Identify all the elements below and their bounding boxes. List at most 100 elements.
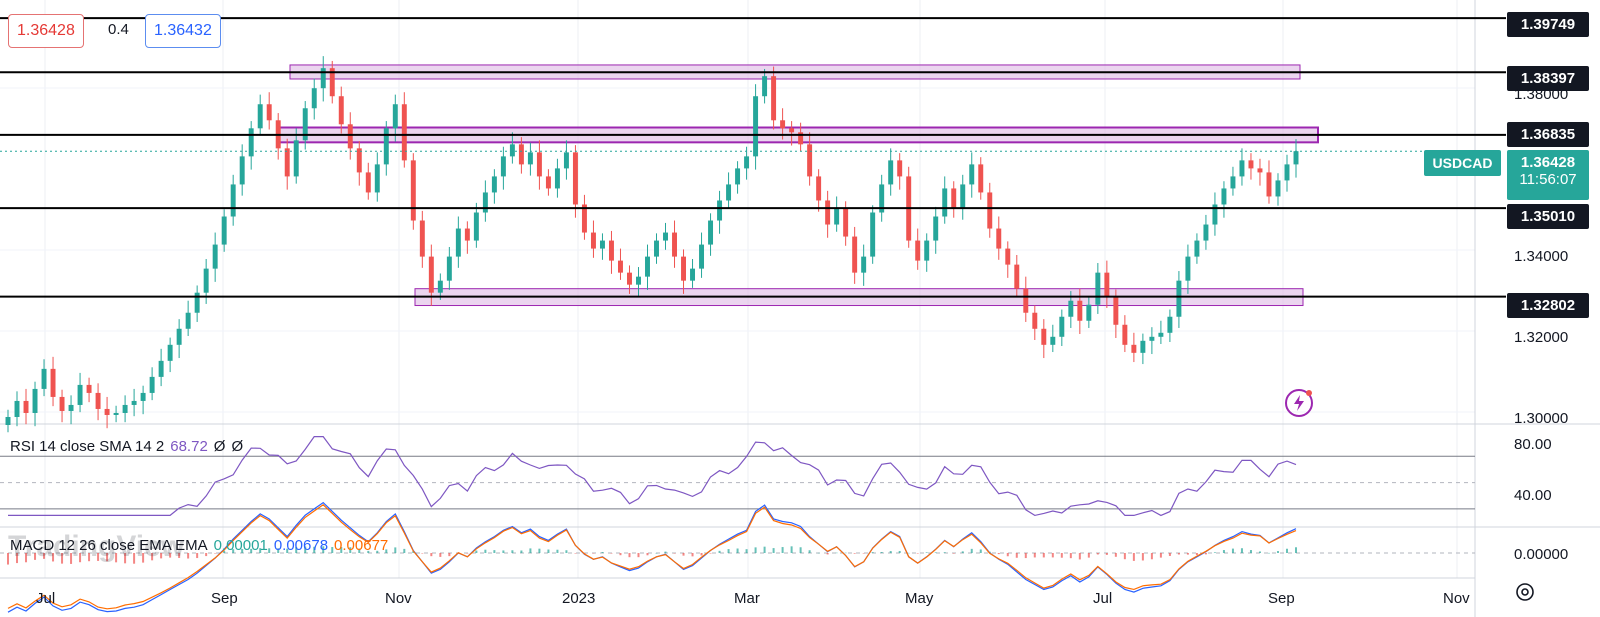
candle-body: [897, 160, 903, 177]
candle-body: [1068, 300, 1074, 317]
settings-icon[interactable]: [1514, 581, 1536, 603]
candle-body: [446, 256, 452, 281]
candle-body: [1077, 300, 1083, 321]
candle-body: [645, 256, 650, 277]
candle-body: [491, 176, 497, 193]
time-label: Nov: [1443, 590, 1470, 607]
candle-body: [545, 176, 551, 189]
candle-body: [50, 368, 56, 397]
candle-body: [617, 260, 623, 273]
bid-price-box[interactable]: 1.36428: [8, 14, 84, 48]
macd-histogram-bar: [88, 553, 91, 562]
candle-body: [987, 192, 993, 229]
candle-body: [239, 156, 245, 185]
candle-body: [356, 148, 362, 173]
candle-body: [221, 216, 227, 245]
macd-histogram-bar: [790, 546, 793, 553]
macd-histogram-bar: [250, 548, 253, 553]
candle-body: [834, 208, 840, 225]
candle-body: [338, 96, 344, 125]
macd-histogram-bar: [124, 553, 127, 564]
macd-histogram-bar: [1069, 553, 1072, 559]
candle-body: [1059, 316, 1065, 337]
macd-histogram-bar: [664, 551, 667, 553]
candle-body: [212, 244, 218, 269]
candle-body: [1050, 336, 1056, 345]
macd-histogram-bar: [718, 550, 721, 553]
macd-axis-label: 0.00000: [1514, 546, 1569, 563]
candle-body: [482, 192, 488, 213]
candle-body: [104, 408, 110, 415]
candle-body: [1221, 188, 1227, 205]
macd-histogram-bar: [673, 553, 676, 554]
candle-body: [915, 240, 921, 261]
time-label: May: [905, 590, 934, 607]
macd-histogram-bar: [340, 547, 343, 553]
candle-body: [365, 172, 371, 193]
time-label: Jul: [36, 590, 56, 607]
candle-body: [554, 168, 560, 189]
macd-histogram-bar: [844, 552, 847, 554]
macd-histogram-bar: [826, 553, 829, 555]
candle-body: [888, 160, 894, 185]
macd-histogram-bar: [493, 550, 496, 553]
candle-body: [879, 184, 885, 213]
macd-histogram-bar: [970, 548, 973, 553]
candle-body: [95, 392, 101, 409]
macd-histogram-bar: [772, 548, 775, 553]
rsi-legend[interactable]: RSI 14 close SMA 14 2 68.72 Ø Ø: [10, 438, 249, 455]
macd-histogram-bar: [34, 553, 37, 560]
macd-histogram-bar: [322, 546, 325, 553]
candle-body: [1023, 288, 1029, 313]
macd-histogram-bar: [1051, 553, 1054, 558]
macd-histogram-bar: [556, 549, 559, 553]
candle-body: [1131, 344, 1137, 353]
candle-body: [699, 244, 705, 269]
candle-body: [266, 104, 272, 121]
macd-histogram-bar: [610, 553, 613, 554]
candle-body: [1194, 240, 1200, 257]
macd-histogram-bar: [223, 550, 226, 553]
candle-body: [1095, 272, 1101, 305]
candle-body: [735, 168, 741, 185]
candle-body: [176, 328, 182, 345]
macd-histogram-bar: [1141, 553, 1144, 561]
macd-histogram-bar: [187, 553, 190, 559]
macd-histogram-bar: [1105, 553, 1108, 555]
macd-legend[interactable]: MACD 12 26 close EMA EMA 0.00001 0.00678 0.…: [10, 537, 394, 554]
macd-histogram-bar: [214, 553, 217, 554]
lightning-icon[interactable]: [1284, 388, 1314, 418]
rsi-extra: Ø: [231, 438, 244, 455]
candle-body: [257, 104, 263, 129]
candle-body: [437, 280, 443, 293]
macd-histogram-bar: [601, 552, 604, 553]
macd-histogram-bar: [295, 546, 298, 553]
macd-title: MACD 12 26 close EMA EMA: [10, 537, 208, 554]
candle-body: [726, 184, 732, 201]
horizontal-levels[interactable]: [0, 17, 1506, 298]
macd-histogram-bar: [961, 551, 964, 553]
candle-body: [1203, 224, 1209, 241]
macd-histogram-bar: [466, 553, 469, 554]
candle-body: [32, 388, 38, 413]
candle-body: [23, 400, 29, 413]
time-label: 2023: [562, 590, 596, 607]
macd-pane: [0, 501, 1475, 613]
candle-body: [771, 76, 777, 121]
ask-price-box[interactable]: 1.36432: [145, 14, 221, 48]
price-axis-label: 1.34000: [1514, 248, 1569, 265]
candle-body: [464, 228, 470, 241]
macd-histogram-bar: [745, 549, 748, 553]
macd-histogram-bar: [61, 553, 64, 564]
level-label: 1.36835: [1507, 122, 1589, 147]
macd-histogram-bar: [133, 553, 136, 564]
macd-histogram-bar: [385, 549, 388, 553]
rsi-axis-label: 80.00: [1514, 436, 1552, 453]
macd-histogram-bar: [106, 553, 109, 562]
time-label: Nov: [385, 590, 412, 607]
candle-body: [608, 240, 614, 261]
macd-histogram-bar: [1150, 553, 1153, 560]
macd-signal-value: 0.00677: [334, 537, 389, 554]
